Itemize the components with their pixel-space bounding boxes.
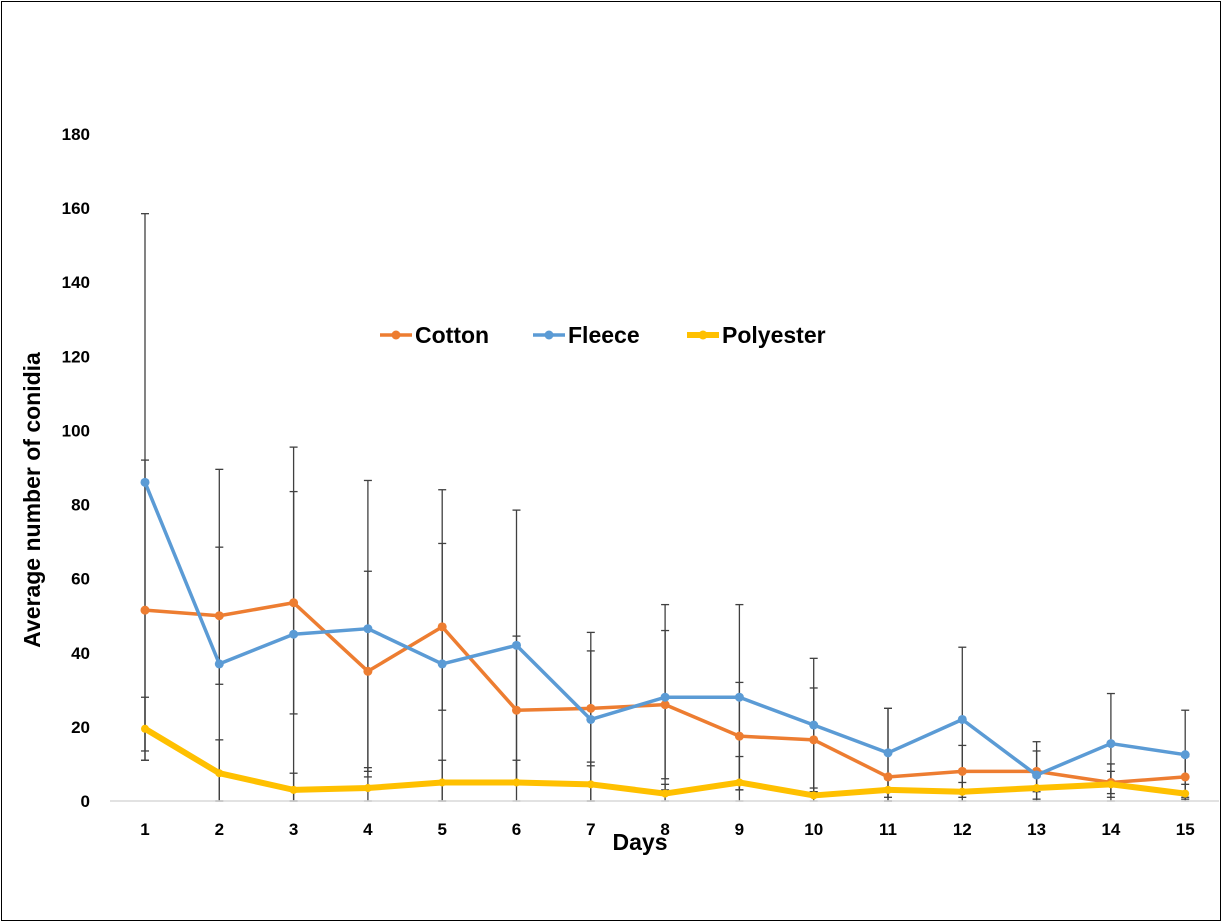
legend-label-polyester: Polyester xyxy=(722,322,826,348)
legend: Cotton Fleece Polyester xyxy=(380,322,826,348)
fleece-data-point xyxy=(957,714,967,724)
fleece-data-point xyxy=(289,629,299,639)
cotton-data-point xyxy=(214,611,224,621)
cotton-data-point xyxy=(1180,772,1190,782)
y-axis-title: Average number of conidia xyxy=(19,352,45,648)
cotton-data-point xyxy=(660,700,670,710)
y-tick-label: 140 xyxy=(62,273,90,292)
fleece-data-point xyxy=(1180,750,1190,760)
y-tick-label: 80 xyxy=(71,496,90,515)
cotton-data-point xyxy=(512,705,521,715)
x-tick-label: 4 xyxy=(363,820,373,839)
x-tick-labels: 1 2 3 4 5 6 7 8 9 10 11 12 13 14 15 xyxy=(140,820,1194,839)
y-tick-label: 60 xyxy=(71,570,90,589)
cotton-data-point xyxy=(363,666,373,676)
fleece-data-point xyxy=(363,624,373,634)
legend-marker-cotton xyxy=(391,330,401,340)
polyester-data-point xyxy=(512,778,521,787)
polyester-data-point xyxy=(586,780,595,789)
cotton-data-point xyxy=(586,703,596,713)
polyester-data-point xyxy=(1106,780,1115,789)
fleece-data-point xyxy=(883,748,893,758)
fleece-data-point xyxy=(1032,770,1042,780)
x-tick-label: 14 xyxy=(1101,820,1120,839)
y-tick-label: 40 xyxy=(71,644,90,663)
cotton-data-point xyxy=(957,766,967,776)
polyester-data-point xyxy=(735,778,744,787)
y-tick-label: 0 xyxy=(81,792,90,811)
cotton-data-point xyxy=(437,622,447,632)
fleece-data-point xyxy=(437,659,447,669)
series-lines xyxy=(140,477,1190,800)
x-tick-label: 6 xyxy=(512,820,521,839)
fleece-data-point xyxy=(512,640,521,650)
polyester-data-point xyxy=(438,778,447,787)
x-tick-label: 2 xyxy=(215,820,224,839)
legend-marker-polyester xyxy=(698,330,708,340)
polyester-data-point xyxy=(215,769,224,778)
x-tick-label: 15 xyxy=(1176,820,1195,839)
fleece-data-point xyxy=(809,720,819,730)
polyester-data-point xyxy=(884,785,892,794)
polyester-data-point xyxy=(661,789,670,798)
x-tick-label: 3 xyxy=(289,820,298,839)
cotton-data-point xyxy=(140,605,150,615)
fleece-data-point xyxy=(734,692,744,702)
fleece-data-point xyxy=(586,714,596,724)
cotton-data-point xyxy=(289,598,299,608)
x-tick-label: 9 xyxy=(735,820,744,839)
polyester-data-point xyxy=(289,785,298,794)
x-tick-label: 5 xyxy=(437,820,446,839)
polyester-data-point xyxy=(1032,784,1041,793)
legend-label-cotton: Cotton xyxy=(415,322,489,348)
error-bars xyxy=(141,213,1190,802)
x-tick-label: 8 xyxy=(660,820,669,839)
cotton-data-point xyxy=(883,772,893,782)
polyester-data-point xyxy=(1181,789,1190,798)
x-axis-title: Days xyxy=(613,829,668,855)
y-tick-label: 180 xyxy=(62,125,90,144)
y-tick-label: 120 xyxy=(62,347,90,366)
fleece-data-point xyxy=(660,692,670,702)
cotton-data-point xyxy=(734,731,744,741)
fleece-data-point xyxy=(140,477,150,487)
legend-label-fleece: Fleece xyxy=(568,322,640,348)
y-tick-label: 100 xyxy=(62,421,90,440)
x-tick-label: 13 xyxy=(1027,820,1046,839)
cotton-data-point xyxy=(809,735,819,745)
x-tick-label: 11 xyxy=(879,820,897,839)
y-tick-label: 20 xyxy=(71,718,90,737)
y-tick-label: 160 xyxy=(62,199,90,218)
fleece-data-point xyxy=(214,659,224,669)
legend-marker-fleece xyxy=(544,330,554,340)
fleece-data-point xyxy=(1106,739,1116,749)
x-tick-label: 10 xyxy=(804,820,823,839)
polyester-data-point xyxy=(958,787,967,796)
x-tick-label: 12 xyxy=(953,820,972,839)
y-tick-labels: 0 20 40 60 80 100 120 140 160 180 xyxy=(62,125,90,811)
x-tick-label: 1 xyxy=(140,820,149,839)
polyester-data-point xyxy=(363,784,372,793)
x-tick-label: 7 xyxy=(586,820,595,839)
polyester-data-point xyxy=(809,791,818,800)
polyester-data-point xyxy=(141,724,149,733)
